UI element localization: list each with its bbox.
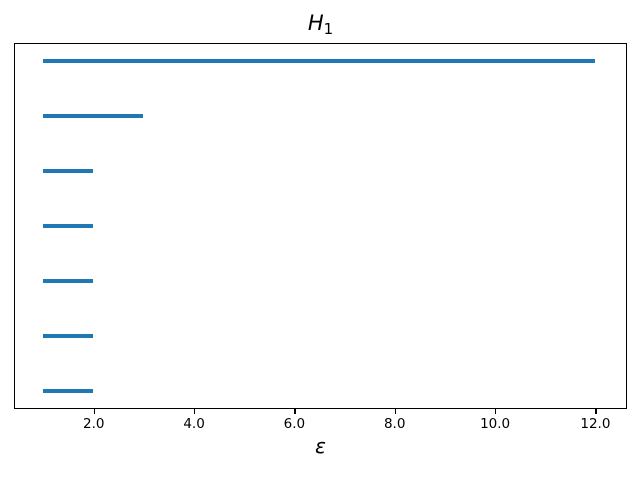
chart-title: H1 bbox=[14, 10, 627, 42]
x-tick-label: 10.0 bbox=[480, 416, 511, 432]
x-tick-label: 12.0 bbox=[580, 416, 611, 432]
x-axis-label: ε bbox=[315, 434, 326, 458]
x-tick-label: 8.0 bbox=[383, 416, 406, 432]
persistence-bar bbox=[43, 388, 94, 393]
x-tick-label: 6.0 bbox=[283, 416, 306, 432]
persistence-bar bbox=[43, 168, 94, 173]
chart-title-subscript: 1 bbox=[323, 20, 334, 38]
persistence-bar bbox=[43, 333, 94, 338]
persistence-bar bbox=[43, 278, 94, 283]
x-tick bbox=[194, 409, 196, 414]
persistence-bar bbox=[43, 223, 94, 228]
persistence-bar bbox=[43, 113, 144, 118]
x-tick-label: 4.0 bbox=[183, 416, 205, 432]
persistence-bar bbox=[43, 58, 595, 63]
x-tick bbox=[495, 409, 497, 414]
x-tick bbox=[294, 409, 296, 414]
chart-title-main: H bbox=[307, 11, 324, 35]
x-tick bbox=[93, 409, 96, 414]
x-tick-label: 2.0 bbox=[83, 416, 105, 432]
plot-area bbox=[14, 43, 627, 409]
x-tick bbox=[394, 409, 397, 414]
x-tick bbox=[595, 409, 597, 414]
